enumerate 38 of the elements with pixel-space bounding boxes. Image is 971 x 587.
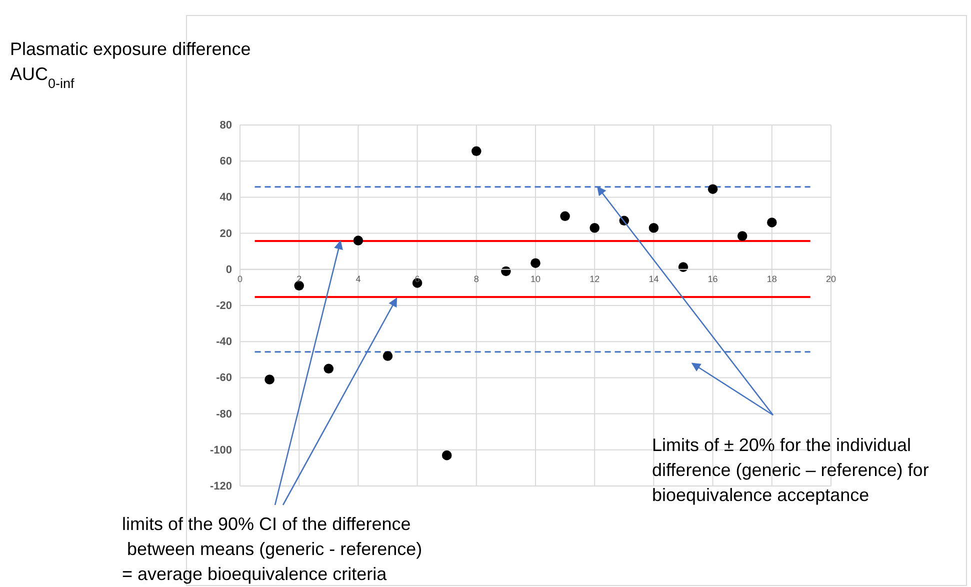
- point: [648, 223, 659, 233]
- y-tick-label: -120: [210, 480, 232, 493]
- y-tick-label: 20: [220, 228, 232, 240]
- y-tick-label: 60: [220, 156, 232, 168]
- point: [324, 364, 334, 374]
- annotation: Limits of ± 20% for the individual difference (generic – reference) for bioequivalence acceptance: [652, 435, 929, 505]
- x-tick-label: 16: [708, 274, 718, 284]
- point: [530, 258, 540, 268]
- chart-title: Plasmatic exposure difference: [10, 39, 251, 59]
- x-tick-label: 12: [590, 274, 600, 284]
- point: [560, 211, 570, 222]
- point: [737, 231, 748, 241]
- point: [590, 223, 600, 233]
- point: [442, 450, 452, 460]
- y-tick-label: -100: [210, 444, 232, 456]
- y-tick-label: -60: [216, 372, 232, 384]
- y-tick-label: 80: [220, 120, 232, 132]
- point: [382, 351, 393, 361]
- point: [294, 280, 304, 291]
- y-tick-label: -80: [216, 408, 232, 420]
- x-tick-label: 14: [648, 274, 659, 284]
- y-tick-label: -40: [216, 336, 232, 348]
- x-tick-label: 8: [474, 274, 479, 284]
- x-tick-label: 20: [826, 274, 836, 284]
- x-tick-label: 0: [237, 274, 243, 284]
- x-tick-label: 4: [356, 274, 361, 284]
- point: [264, 374, 274, 384]
- point: [767, 218, 777, 228]
- x-tick-label: 10: [530, 274, 541, 284]
- x-tick-label: 18: [766, 274, 777, 284]
- y-tick-label: -20: [216, 300, 232, 312]
- point: [472, 146, 482, 156]
- text: AUC$_{0-inf}$: [10, 64, 75, 90]
- point: [353, 236, 364, 246]
- point: [708, 184, 718, 194]
- y-tick-label: 0: [226, 264, 232, 276]
- annotation: limits of the 90% CI of the difference between means (generic - reference) = average bioequivalence criteria: [122, 514, 422, 584]
- y-tick-label: 40: [220, 192, 232, 204]
